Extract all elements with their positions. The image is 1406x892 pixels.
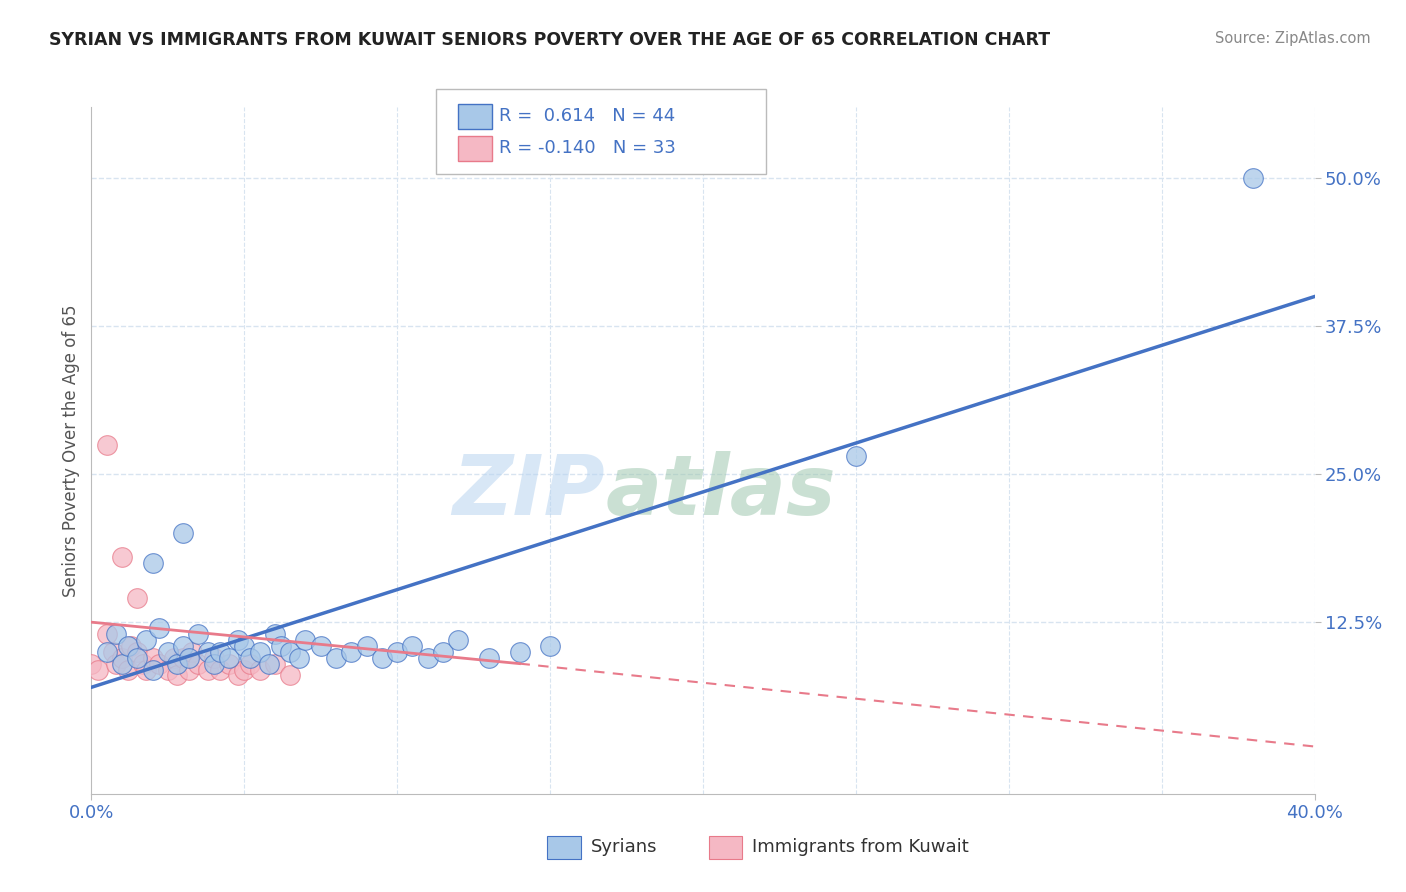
Text: SYRIAN VS IMMIGRANTS FROM KUWAIT SENIORS POVERTY OVER THE AGE OF 65 CORRELATION : SYRIAN VS IMMIGRANTS FROM KUWAIT SENIORS… — [49, 31, 1050, 49]
Point — [233, 639, 256, 653]
Point — [264, 657, 287, 671]
Point — [86, 663, 108, 677]
Point — [166, 668, 188, 682]
Point — [233, 663, 256, 677]
Point — [432, 645, 454, 659]
Point — [172, 639, 194, 653]
Point — [120, 639, 142, 653]
Point — [179, 663, 201, 677]
Text: ZIP: ZIP — [453, 451, 605, 533]
Point — [187, 627, 209, 641]
Point — [208, 645, 231, 659]
Point — [141, 650, 163, 665]
Point — [294, 632, 316, 647]
Point — [80, 657, 103, 671]
Point — [117, 663, 139, 677]
Point — [356, 639, 378, 653]
Point — [845, 450, 868, 464]
Point — [249, 663, 271, 677]
Point — [538, 639, 561, 653]
Point — [132, 657, 155, 671]
Point — [249, 645, 271, 659]
Point — [197, 663, 219, 677]
Point — [371, 650, 394, 665]
Text: R = -0.140   N = 33: R = -0.140 N = 33 — [499, 139, 676, 157]
Point — [325, 650, 347, 665]
Point — [239, 650, 262, 665]
Point — [141, 556, 163, 570]
Text: Immigrants from Kuwait: Immigrants from Kuwait — [752, 838, 969, 856]
Point — [208, 663, 231, 677]
Point — [202, 657, 225, 671]
Point — [309, 639, 332, 653]
Text: R =  0.614   N = 44: R = 0.614 N = 44 — [499, 107, 675, 126]
Point — [416, 650, 439, 665]
Point — [135, 663, 157, 677]
Point — [127, 591, 149, 606]
Point — [340, 645, 363, 659]
Point — [172, 650, 194, 665]
Text: atlas: atlas — [605, 451, 835, 533]
Point — [111, 549, 134, 564]
Point — [148, 621, 170, 635]
Point — [104, 627, 127, 641]
Point — [96, 645, 118, 659]
Point — [278, 645, 301, 659]
Point — [148, 657, 170, 671]
Point — [96, 437, 118, 451]
Point — [239, 657, 262, 671]
Point — [278, 668, 301, 682]
Point — [104, 657, 127, 671]
Point — [197, 645, 219, 659]
Point — [385, 645, 409, 659]
Point — [270, 639, 292, 653]
Point — [101, 645, 124, 659]
Point — [181, 645, 204, 659]
Point — [401, 639, 423, 653]
Point — [179, 650, 201, 665]
Point — [478, 650, 501, 665]
Point — [156, 663, 179, 677]
Point — [96, 627, 118, 641]
Point — [172, 526, 194, 541]
Point — [127, 645, 149, 659]
Point — [127, 650, 149, 665]
Point — [111, 650, 134, 665]
Point — [257, 657, 280, 671]
Point — [226, 632, 249, 647]
Point — [1243, 171, 1265, 186]
Point — [226, 668, 249, 682]
Point — [202, 650, 225, 665]
Point — [166, 657, 188, 671]
Point — [218, 650, 240, 665]
Text: Syrians: Syrians — [591, 838, 657, 856]
Point — [187, 657, 209, 671]
Point — [163, 650, 186, 665]
Point — [264, 627, 287, 641]
Text: Source: ZipAtlas.com: Source: ZipAtlas.com — [1215, 31, 1371, 46]
Point — [447, 632, 470, 647]
Y-axis label: Seniors Poverty Over the Age of 65: Seniors Poverty Over the Age of 65 — [62, 304, 80, 597]
Point — [288, 650, 311, 665]
Point — [156, 645, 179, 659]
Point — [141, 663, 163, 677]
Point — [117, 639, 139, 653]
Point — [218, 657, 240, 671]
Point — [111, 657, 134, 671]
Point — [509, 645, 531, 659]
Point — [135, 632, 157, 647]
